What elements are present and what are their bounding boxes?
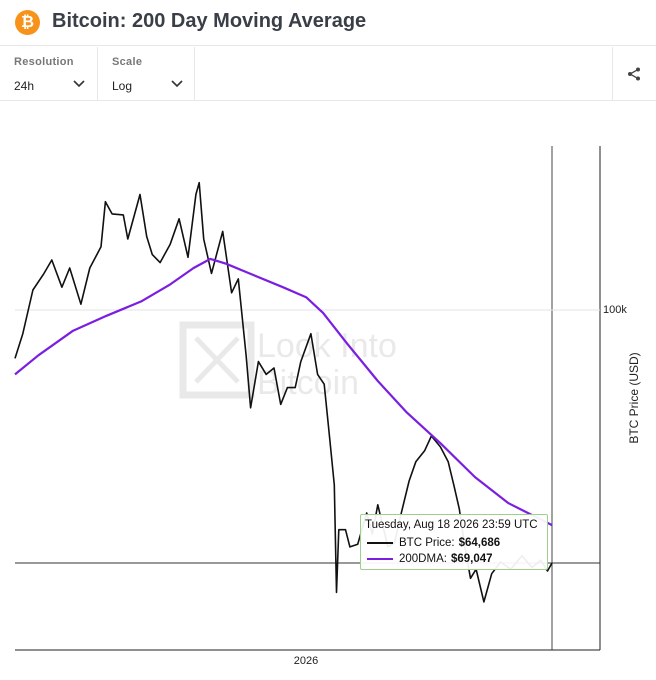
y-tick-label: 100k <box>603 304 627 316</box>
chevron-down-icon <box>73 80 85 88</box>
tooltip-dma-label: 200DMA: <box>399 553 447 565</box>
tooltip-btc-label: BTC Price: <box>399 537 455 549</box>
resolution-label: Resolution <box>14 56 74 68</box>
tooltip-dma-row: 200DMA: $69,047 <box>367 553 493 565</box>
y-axis-title: BTC Price (USD) <box>627 352 641 443</box>
page-title: Bitcoin: 200 Day Moving Average <box>52 10 367 32</box>
watermark-mark-icon <box>194 336 240 384</box>
chevron-down-icon <box>171 80 183 88</box>
watermark-text-1: Look Into <box>257 327 397 365</box>
dma-legend-swatch <box>367 558 393 560</box>
scale-select[interactable]: Scale Log <box>98 47 195 100</box>
controls-bar: Resolution 24h Scale Log <box>0 47 656 101</box>
btc-price-line <box>14 181 553 603</box>
bitcoin-logo-icon: ₿ <box>15 10 40 35</box>
share-icon <box>628 67 640 81</box>
x-tick-label: 2026 <box>294 655 318 667</box>
watermark-logo-icon <box>179 321 255 399</box>
share-button[interactable] <box>612 47 656 100</box>
scale-value: Log <box>112 79 133 93</box>
tooltip-date: Tuesday, Aug 18 2026 23:59 UTC <box>365 519 538 531</box>
chart-header: ₿ Bitcoin: 200 Day Moving Average <box>0 0 656 46</box>
resolution-value: 24h <box>14 79 35 93</box>
dma-200-line <box>14 257 553 527</box>
scale-label: Scale <box>112 56 143 68</box>
hover-tooltip: Tuesday, Aug 18 2026 23:59 UTC BTC Price… <box>360 514 548 570</box>
tooltip-btc-row: BTC Price: $64,686 <box>367 537 500 549</box>
price-chart[interactable]: Look Into Bitcoin 100k 2026 BTC Price (U… <box>0 101 656 680</box>
btc-legend-swatch <box>367 542 393 544</box>
resolution-select[interactable]: Resolution 24h <box>0 47 98 100</box>
tooltip-dma-value: $69,047 <box>450 553 493 565</box>
tooltip-btc-value: $64,686 <box>458 537 501 549</box>
